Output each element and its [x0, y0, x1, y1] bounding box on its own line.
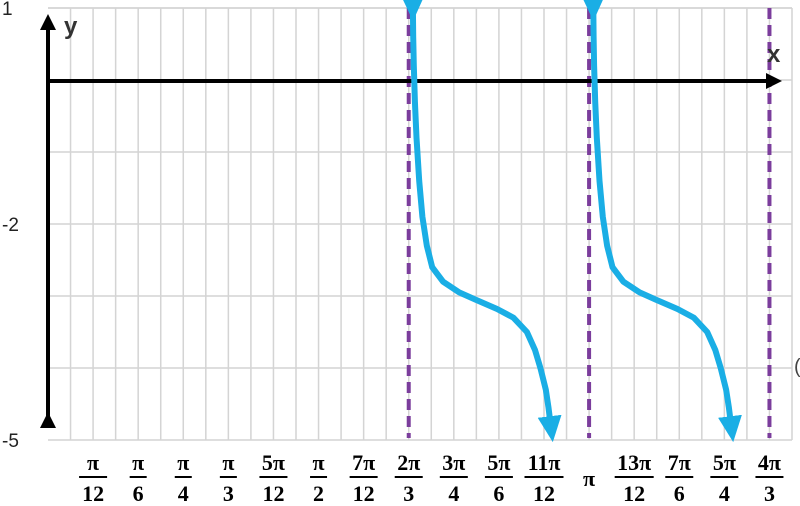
- x-tick-denominator: 4: [719, 481, 730, 506]
- x-tick-label: π: [583, 466, 595, 491]
- x-tick-denominator: 12: [82, 481, 104, 506]
- series-2-curve: [581, 0, 742, 443]
- y-tick-label: 1: [2, 0, 13, 20]
- x-tick-label: π6: [129, 450, 147, 506]
- x-tick-denominator: 3: [223, 481, 234, 506]
- y-axis-label: y: [64, 13, 78, 40]
- x-tick-denominator: 12: [353, 481, 375, 506]
- x-tick-denominator: 6: [493, 481, 504, 506]
- x-tick-label: 5π4: [710, 450, 739, 506]
- x-tick-numerator: 5π: [713, 450, 736, 475]
- x-tick-label: 3π4: [439, 450, 468, 506]
- x-tick-denominator: 12: [623, 481, 645, 506]
- grid: [48, 7, 793, 441]
- curves: [400, 0, 742, 443]
- x-tick-label: π2: [310, 450, 328, 506]
- x-tick-label: 7π6: [665, 450, 694, 506]
- y-tick-label: -2: [2, 215, 19, 236]
- x-tick-label: 5π6: [484, 450, 513, 506]
- x-tick-denominator: 12: [262, 481, 284, 506]
- x-tick-numerator: 5π: [262, 450, 285, 475]
- x-tick-numerator: π: [313, 450, 325, 475]
- x-tick-numerator: 11π: [528, 450, 561, 475]
- x-tick-numerator: π: [87, 450, 99, 475]
- x-axis-label: x: [767, 41, 781, 68]
- x-tick-denominator: 3: [764, 481, 775, 506]
- x-tick-numerator: 13π: [617, 450, 651, 475]
- x-tick-numerator: π: [222, 450, 234, 475]
- x-tick-denominator: 12: [533, 481, 555, 506]
- x-tick-numerator: 3π: [442, 450, 465, 475]
- x-tick-label: 4π3: [755, 450, 784, 506]
- axes: [40, 14, 782, 428]
- series-1-curve: [400, 0, 562, 443]
- x-tick-label: π 12: [79, 450, 108, 506]
- x-tick-label: π4: [174, 450, 192, 506]
- x-tick-denominator: 4: [448, 481, 459, 506]
- x-tick-value: π: [583, 466, 595, 491]
- edge-glyph: (: [794, 356, 800, 378]
- x-tick-numerator: 7π: [668, 450, 691, 475]
- x-tick-denominator: 6: [674, 481, 685, 506]
- x-tick-numerator: 5π: [487, 450, 510, 475]
- x-tick-numerator: 7π: [352, 450, 375, 475]
- x-tick-denominator: 2: [313, 481, 324, 506]
- x-tick-denominator: 3: [403, 481, 414, 506]
- x-tick-numerator: π: [132, 450, 144, 475]
- x-tick-numerator: π: [177, 450, 189, 475]
- x-tick-numerator: 2π: [397, 450, 420, 475]
- x-tick-label: 2π3: [394, 450, 423, 506]
- x-tick-numerator: 4π: [758, 450, 781, 475]
- y-tick-label: -5: [2, 431, 19, 452]
- x-tick-label: π3: [219, 450, 237, 506]
- x-tick-denominator: 6: [133, 481, 144, 506]
- x-tick-denominator: 4: [178, 481, 189, 506]
